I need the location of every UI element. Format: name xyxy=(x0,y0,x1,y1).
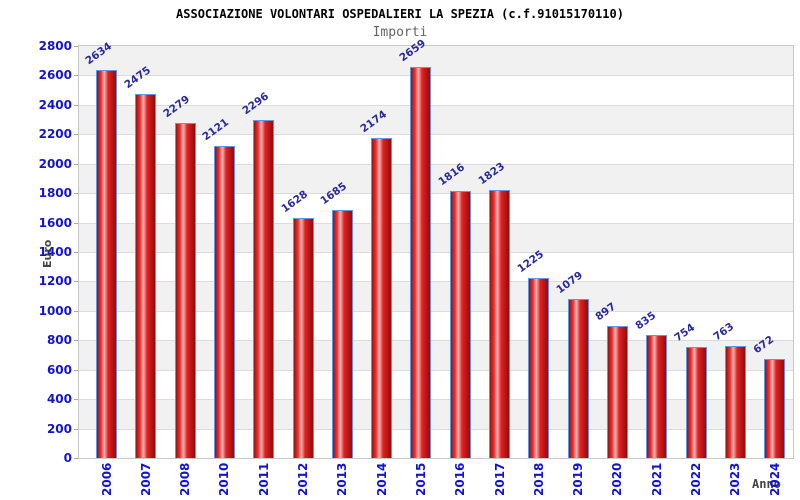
gridline xyxy=(79,310,793,312)
y-tick-label: 2800 xyxy=(38,39,72,53)
y-tick-label: 2400 xyxy=(38,97,72,112)
gridline xyxy=(79,399,793,401)
bar-2018 xyxy=(528,278,550,458)
x-tick-label-2014: 2014 xyxy=(374,462,389,496)
y-tick-label: 1400 xyxy=(38,245,72,259)
x-tick-label-2018: 2018 xyxy=(531,462,546,496)
y-tick-label: 1000 xyxy=(38,303,72,318)
y-tick-mark xyxy=(74,75,78,77)
y-tick-mark xyxy=(74,310,78,312)
bar-2021 xyxy=(646,335,668,458)
y-tick-label: 200 xyxy=(46,421,72,436)
x-tick-label-2013: 2013 xyxy=(335,462,350,496)
x-tick-label-2015: 2015 xyxy=(413,462,428,496)
y-tick-label: 1800 xyxy=(38,186,72,201)
y-tick-label: 2200 xyxy=(38,127,72,142)
gridline xyxy=(79,104,793,106)
bar-2013 xyxy=(331,210,353,458)
gridline xyxy=(79,222,793,224)
gridline xyxy=(79,134,793,136)
y-tick-mark xyxy=(74,281,78,283)
x-tick-label-2012: 2012 xyxy=(296,462,310,496)
plot-band xyxy=(79,134,793,164)
gridline xyxy=(79,281,793,283)
y-tick-mark xyxy=(74,193,78,195)
chart-title: ASSOCIAZIONE VOLONTARI OSPEDALIERI LA SP… xyxy=(176,7,624,21)
gridline xyxy=(79,340,793,342)
bar-2020 xyxy=(606,326,628,458)
y-tick-mark xyxy=(74,163,78,165)
bar-2012 xyxy=(292,218,314,458)
plot-band xyxy=(79,75,793,105)
gridline xyxy=(79,75,793,77)
gridline xyxy=(79,163,793,165)
x-tick-label-2010: 2010 xyxy=(217,462,232,496)
plot-band xyxy=(79,104,793,135)
y-tick-label: 1200 xyxy=(38,274,72,289)
x-tick-label-2007: 2007 xyxy=(138,462,153,496)
x-tick-label-2006: 2006 xyxy=(99,462,114,496)
y-tick-label: 2600 xyxy=(38,68,72,83)
x-tick-label-2021: 2021 xyxy=(649,462,664,496)
y-tick-label: 1600 xyxy=(38,215,72,230)
y-tick-mark xyxy=(74,222,78,224)
x-tick-label-2023: 2023 xyxy=(728,462,743,496)
bar-2008 xyxy=(174,123,196,458)
x-tick-label-2022: 2022 xyxy=(689,462,703,496)
y-tick-label: 400 xyxy=(46,392,72,407)
bar-2016 xyxy=(449,191,471,458)
bar-2011 xyxy=(253,120,275,458)
plot-band xyxy=(79,193,793,223)
bar-2014 xyxy=(371,138,393,458)
x-tick-label-2016: 2016 xyxy=(453,462,468,496)
bar-2006 xyxy=(96,70,117,458)
x-tick-label-2008: 2008 xyxy=(178,462,193,496)
plot-band xyxy=(79,281,793,311)
bar-2010 xyxy=(213,146,235,458)
x-tick-label-2020: 2020 xyxy=(610,462,625,496)
y-tick-mark xyxy=(74,104,78,106)
bar-2022 xyxy=(685,347,707,458)
plot-band xyxy=(79,399,793,429)
bar-2024 xyxy=(764,359,786,458)
plot-band xyxy=(79,252,793,282)
y-tick-mark xyxy=(74,46,78,47)
plot-band xyxy=(79,46,793,76)
y-tick-mark xyxy=(74,340,78,342)
y-tick-mark xyxy=(74,458,78,459)
x-tick-label-2024: 2024 xyxy=(767,462,782,496)
chart-subtitle: Importi xyxy=(372,25,428,40)
y-tick-mark xyxy=(74,369,78,371)
y-tick-label: 2000 xyxy=(38,156,72,171)
x-tick-label-2011: 2011 xyxy=(256,462,271,496)
bar-2007 xyxy=(135,94,157,458)
gridline xyxy=(79,428,793,430)
x-tick-label-2017: 2017 xyxy=(492,462,507,496)
y-tick-mark xyxy=(74,252,78,253)
plot-band xyxy=(79,310,793,341)
plot-band xyxy=(79,340,793,370)
plot-area xyxy=(78,45,794,459)
y-tick-label: 0 xyxy=(63,451,72,465)
y-tick-mark xyxy=(74,399,78,401)
x-tick-label-2019: 2019 xyxy=(571,462,586,496)
gridline xyxy=(79,252,793,253)
bar-2019 xyxy=(567,299,589,458)
y-tick-mark xyxy=(74,428,78,430)
bar-2017 xyxy=(489,190,510,458)
bar-2023 xyxy=(724,346,746,458)
bar-2015 xyxy=(410,67,432,458)
plot-band xyxy=(79,369,793,400)
x-axis-title: Anno xyxy=(752,477,781,491)
gridline xyxy=(79,193,793,195)
gridline xyxy=(79,369,793,371)
plot-band xyxy=(79,428,793,458)
y-tick-label: 600 xyxy=(46,362,72,377)
y-tick-mark xyxy=(74,134,78,136)
y-tick-label: 800 xyxy=(46,333,72,348)
plot-band xyxy=(79,222,793,252)
plot-band xyxy=(79,163,793,194)
